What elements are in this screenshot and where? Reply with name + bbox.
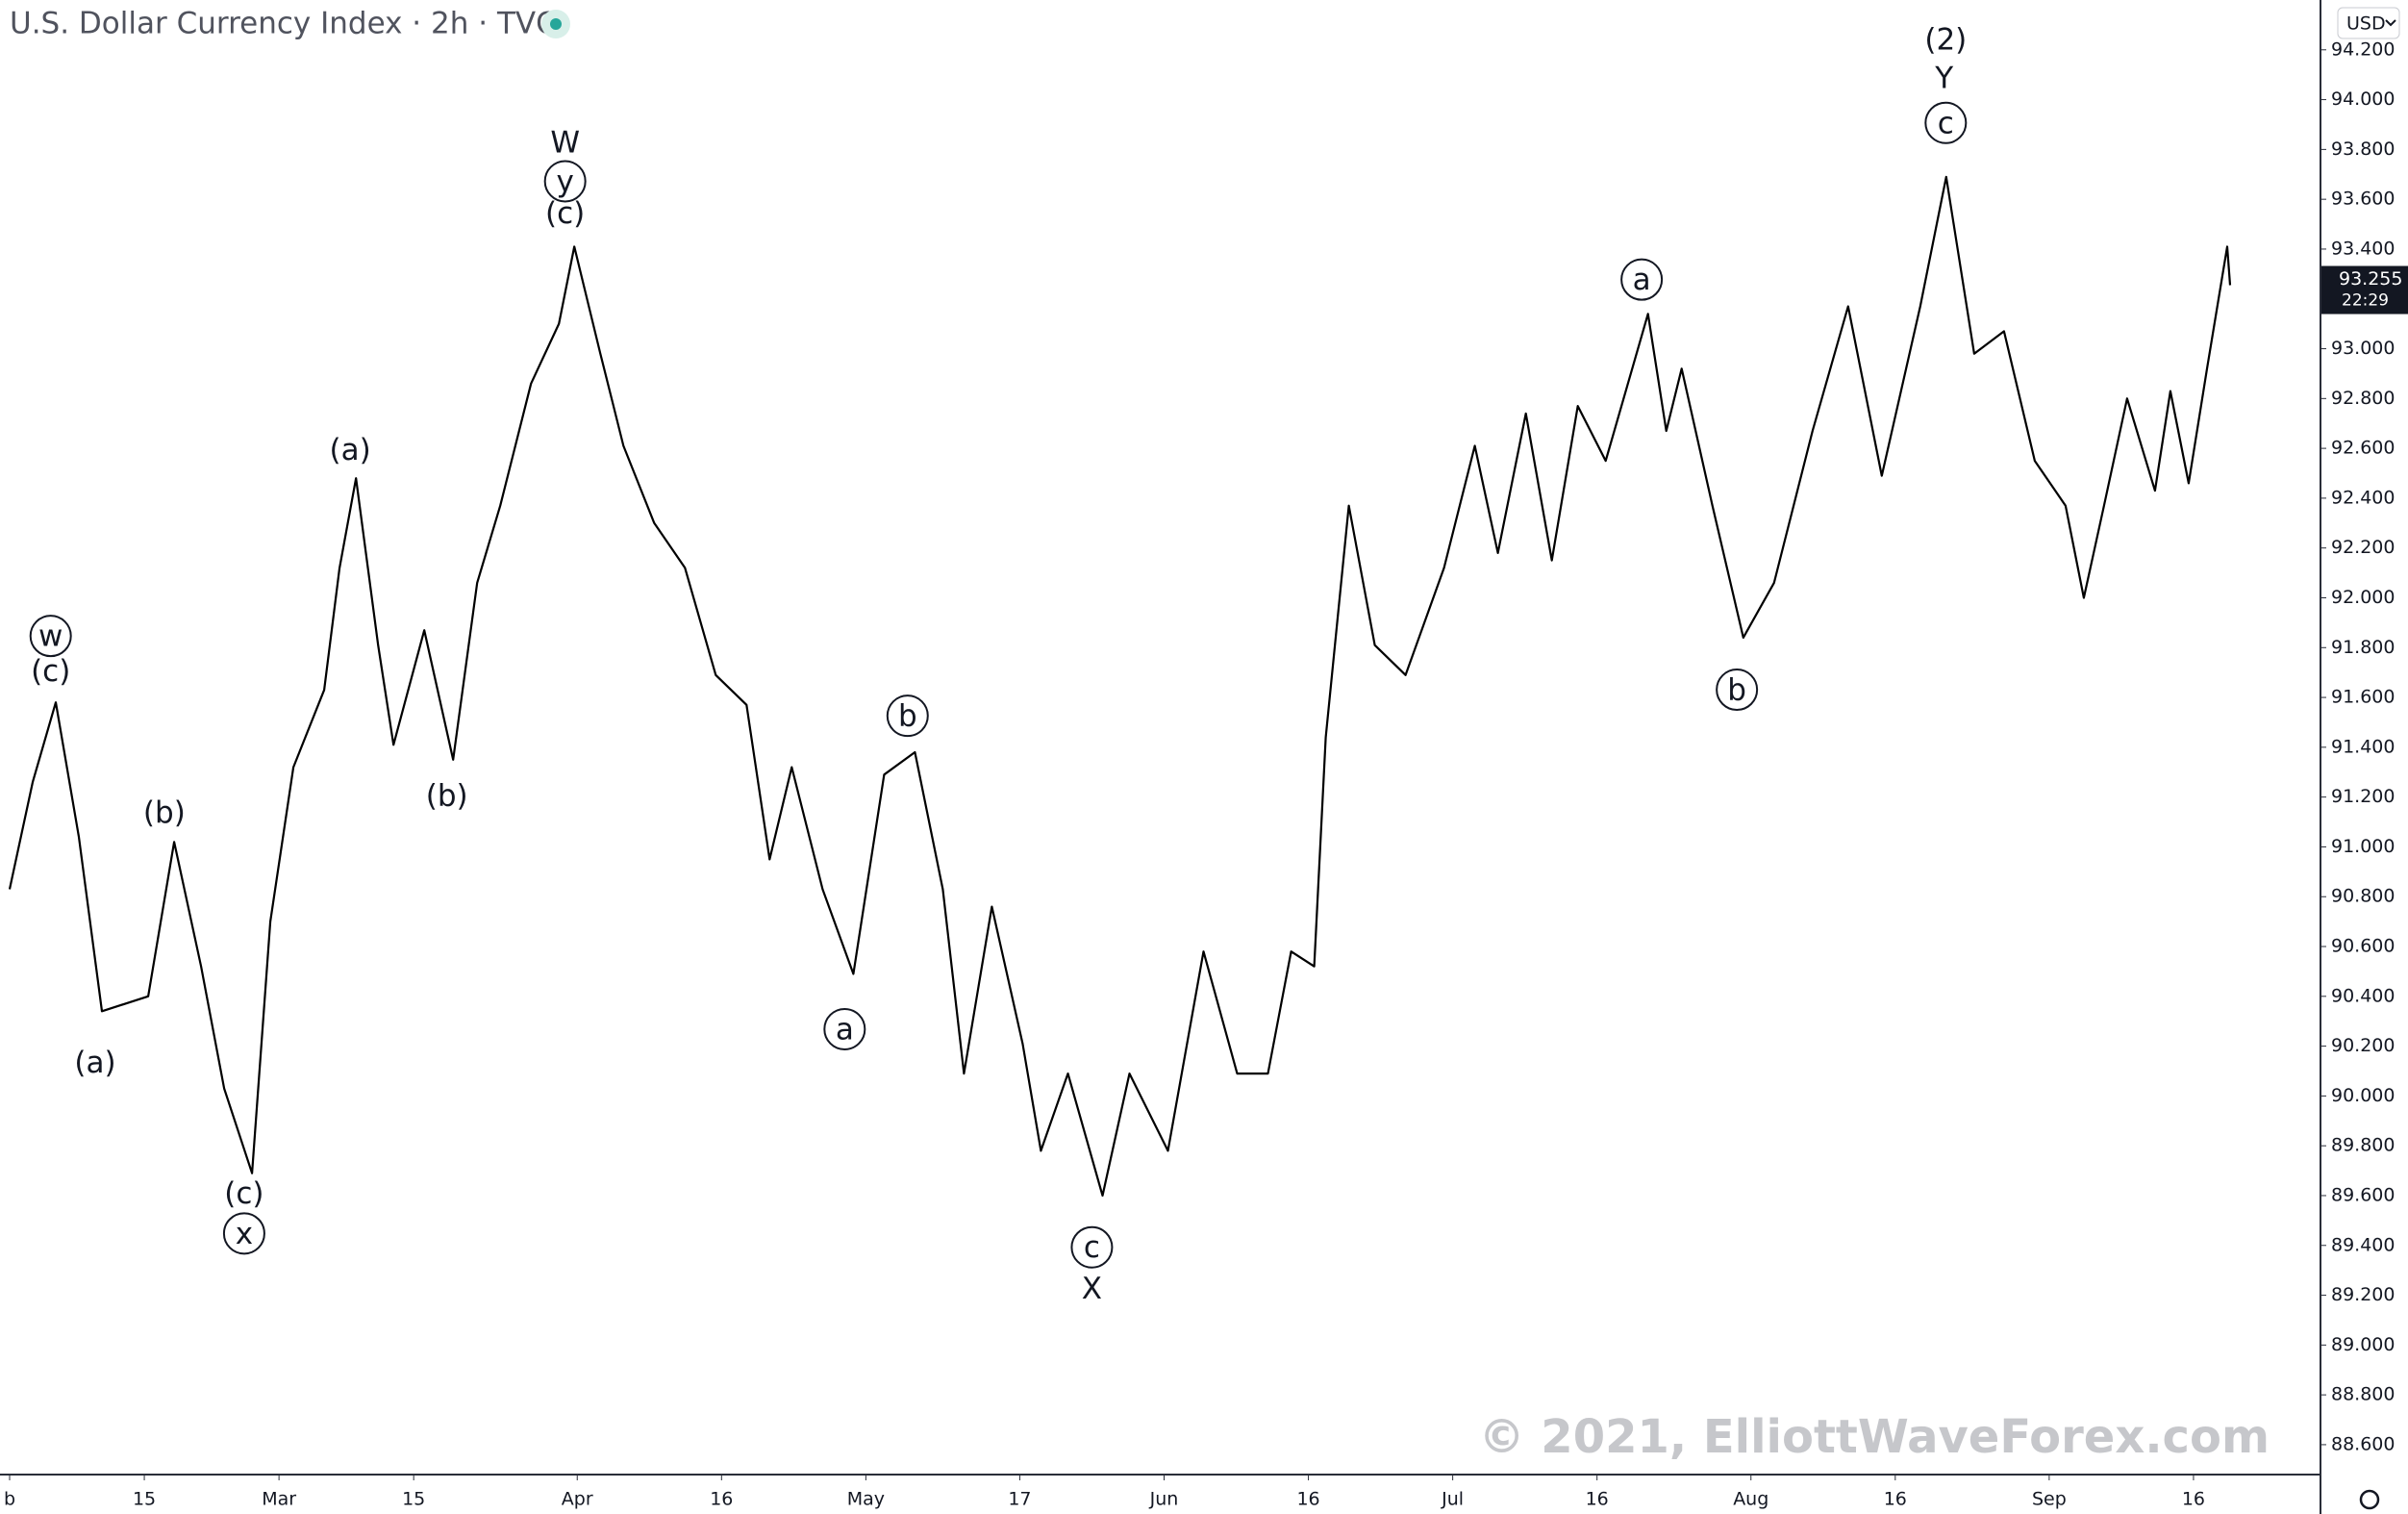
x-tick-label: May [847,1489,885,1510]
wave-label: a [836,1012,854,1047]
y-tick-label: 91.400 [2331,736,2395,757]
currency: USD [2346,13,2386,35]
y-tick-label: 92.600 [2331,438,2395,459]
wave-label: w [38,619,63,654]
watermark: © 2021, ElliottWaveForex.com [1479,1410,2270,1464]
y-tick-label: 89.000 [2331,1334,2395,1355]
y-tick-label: 93.800 [2331,139,2395,160]
x-tick-label: Apr [562,1489,593,1510]
wave-circle [1070,1225,1114,1269]
x-tick-label: 15 [133,1489,156,1510]
y-tick-label: 91.800 [2331,637,2395,658]
wave-label: (c) [31,654,70,689]
y-tick-label: 92.000 [2331,587,2395,608]
y-tick-label: 88.600 [2331,1433,2395,1454]
y-tick-label: 89.600 [2331,1184,2395,1205]
y-tick-label: 92.800 [2331,388,2395,409]
x-tick-label: Jun [1149,1489,1179,1510]
x-tick-label: b [4,1489,15,1510]
last-price: 93.255 [2339,268,2402,290]
currency-caret [2385,19,2396,27]
currency-box[interactable] [2337,7,2400,39]
y-tick-label: 93.400 [2331,238,2395,259]
status-dot[interactable] [550,18,562,30]
x-tick-label: Jul [1441,1489,1464,1510]
y-tick-label: 91.600 [2331,687,2395,708]
y-tick-label: 93.000 [2331,338,2395,359]
wave-circle [29,615,72,658]
y-tick-label: 90.000 [2331,1085,2395,1106]
y-tick-label: 91.200 [2331,786,2395,807]
y-tick-label: 90.200 [2331,1035,2395,1056]
wave-label: (2) [1924,23,1967,58]
wave-label: Y [1934,62,1953,96]
wave-label: (c) [224,1176,263,1211]
y-tick-label: 88.800 [2331,1384,2395,1405]
x-tick-label: Aug [1733,1489,1768,1510]
x-tick-label: 16 [1586,1489,1609,1510]
wave-label: x [236,1217,253,1251]
wave-label: y [556,164,573,199]
wave-label: (c) [545,196,585,231]
wave-label: b [1727,673,1746,708]
y-tick-label: 92.400 [2331,487,2395,508]
y-tick-label: 90.400 [2331,985,2395,1006]
settings-icon[interactable] [2359,1489,2380,1510]
wave-label: (b) [143,795,186,830]
wave-circle [1620,258,1664,301]
wave-label: c [1084,1230,1100,1265]
wave-circle [886,694,929,738]
x-tick-label: 17 [1008,1489,1031,1510]
x-tick-label: Mar [262,1489,296,1510]
x-tick-label: 16 [1884,1489,1907,1510]
wave-label: b [898,699,917,734]
wave-label: X [1082,1272,1102,1306]
wave-circle [823,1007,866,1050]
last-price-tag [2321,265,2408,315]
y-tick-label: 89.400 [2331,1234,2395,1255]
wave-label: (b) [426,778,468,813]
y-tick-label: 92.200 [2331,537,2395,558]
x-tick-label: 16 [710,1489,733,1510]
wave-label: (a) [74,1046,115,1080]
chart-title: U.S. Dollar Currency Index · 2h · TVC [10,7,557,41]
wave-label: W [550,126,580,161]
wave-circle [543,160,587,203]
wave-circle [1716,669,1759,712]
y-tick-label: 91.000 [2331,836,2395,857]
countdown: 22:29 [2342,291,2389,311]
y-tick-label: 90.800 [2331,886,2395,907]
wave-circle [222,1212,265,1255]
wave-label: (a) [330,433,371,467]
price-line [8,175,2232,1198]
x-tick-label: 16 [2182,1489,2205,1510]
y-tick-label: 94.000 [2331,88,2395,110]
wave-circle [1924,101,1968,144]
y-tick-label: 89.800 [2331,1135,2395,1156]
y-tick-label: 93.600 [2331,189,2395,210]
wave-label: c [1938,106,1954,140]
wave-label: a [1633,263,1651,297]
y-tick-label: 94.200 [2331,38,2395,60]
gear[interactable] [2359,1489,2380,1510]
x-tick-label: Sep [2032,1489,2067,1510]
y-tick-label: 90.600 [2331,936,2395,957]
x-tick-label: 15 [402,1489,425,1510]
x-tick-label: 16 [1296,1489,1319,1510]
y-tick-label: 89.200 [2331,1284,2395,1305]
